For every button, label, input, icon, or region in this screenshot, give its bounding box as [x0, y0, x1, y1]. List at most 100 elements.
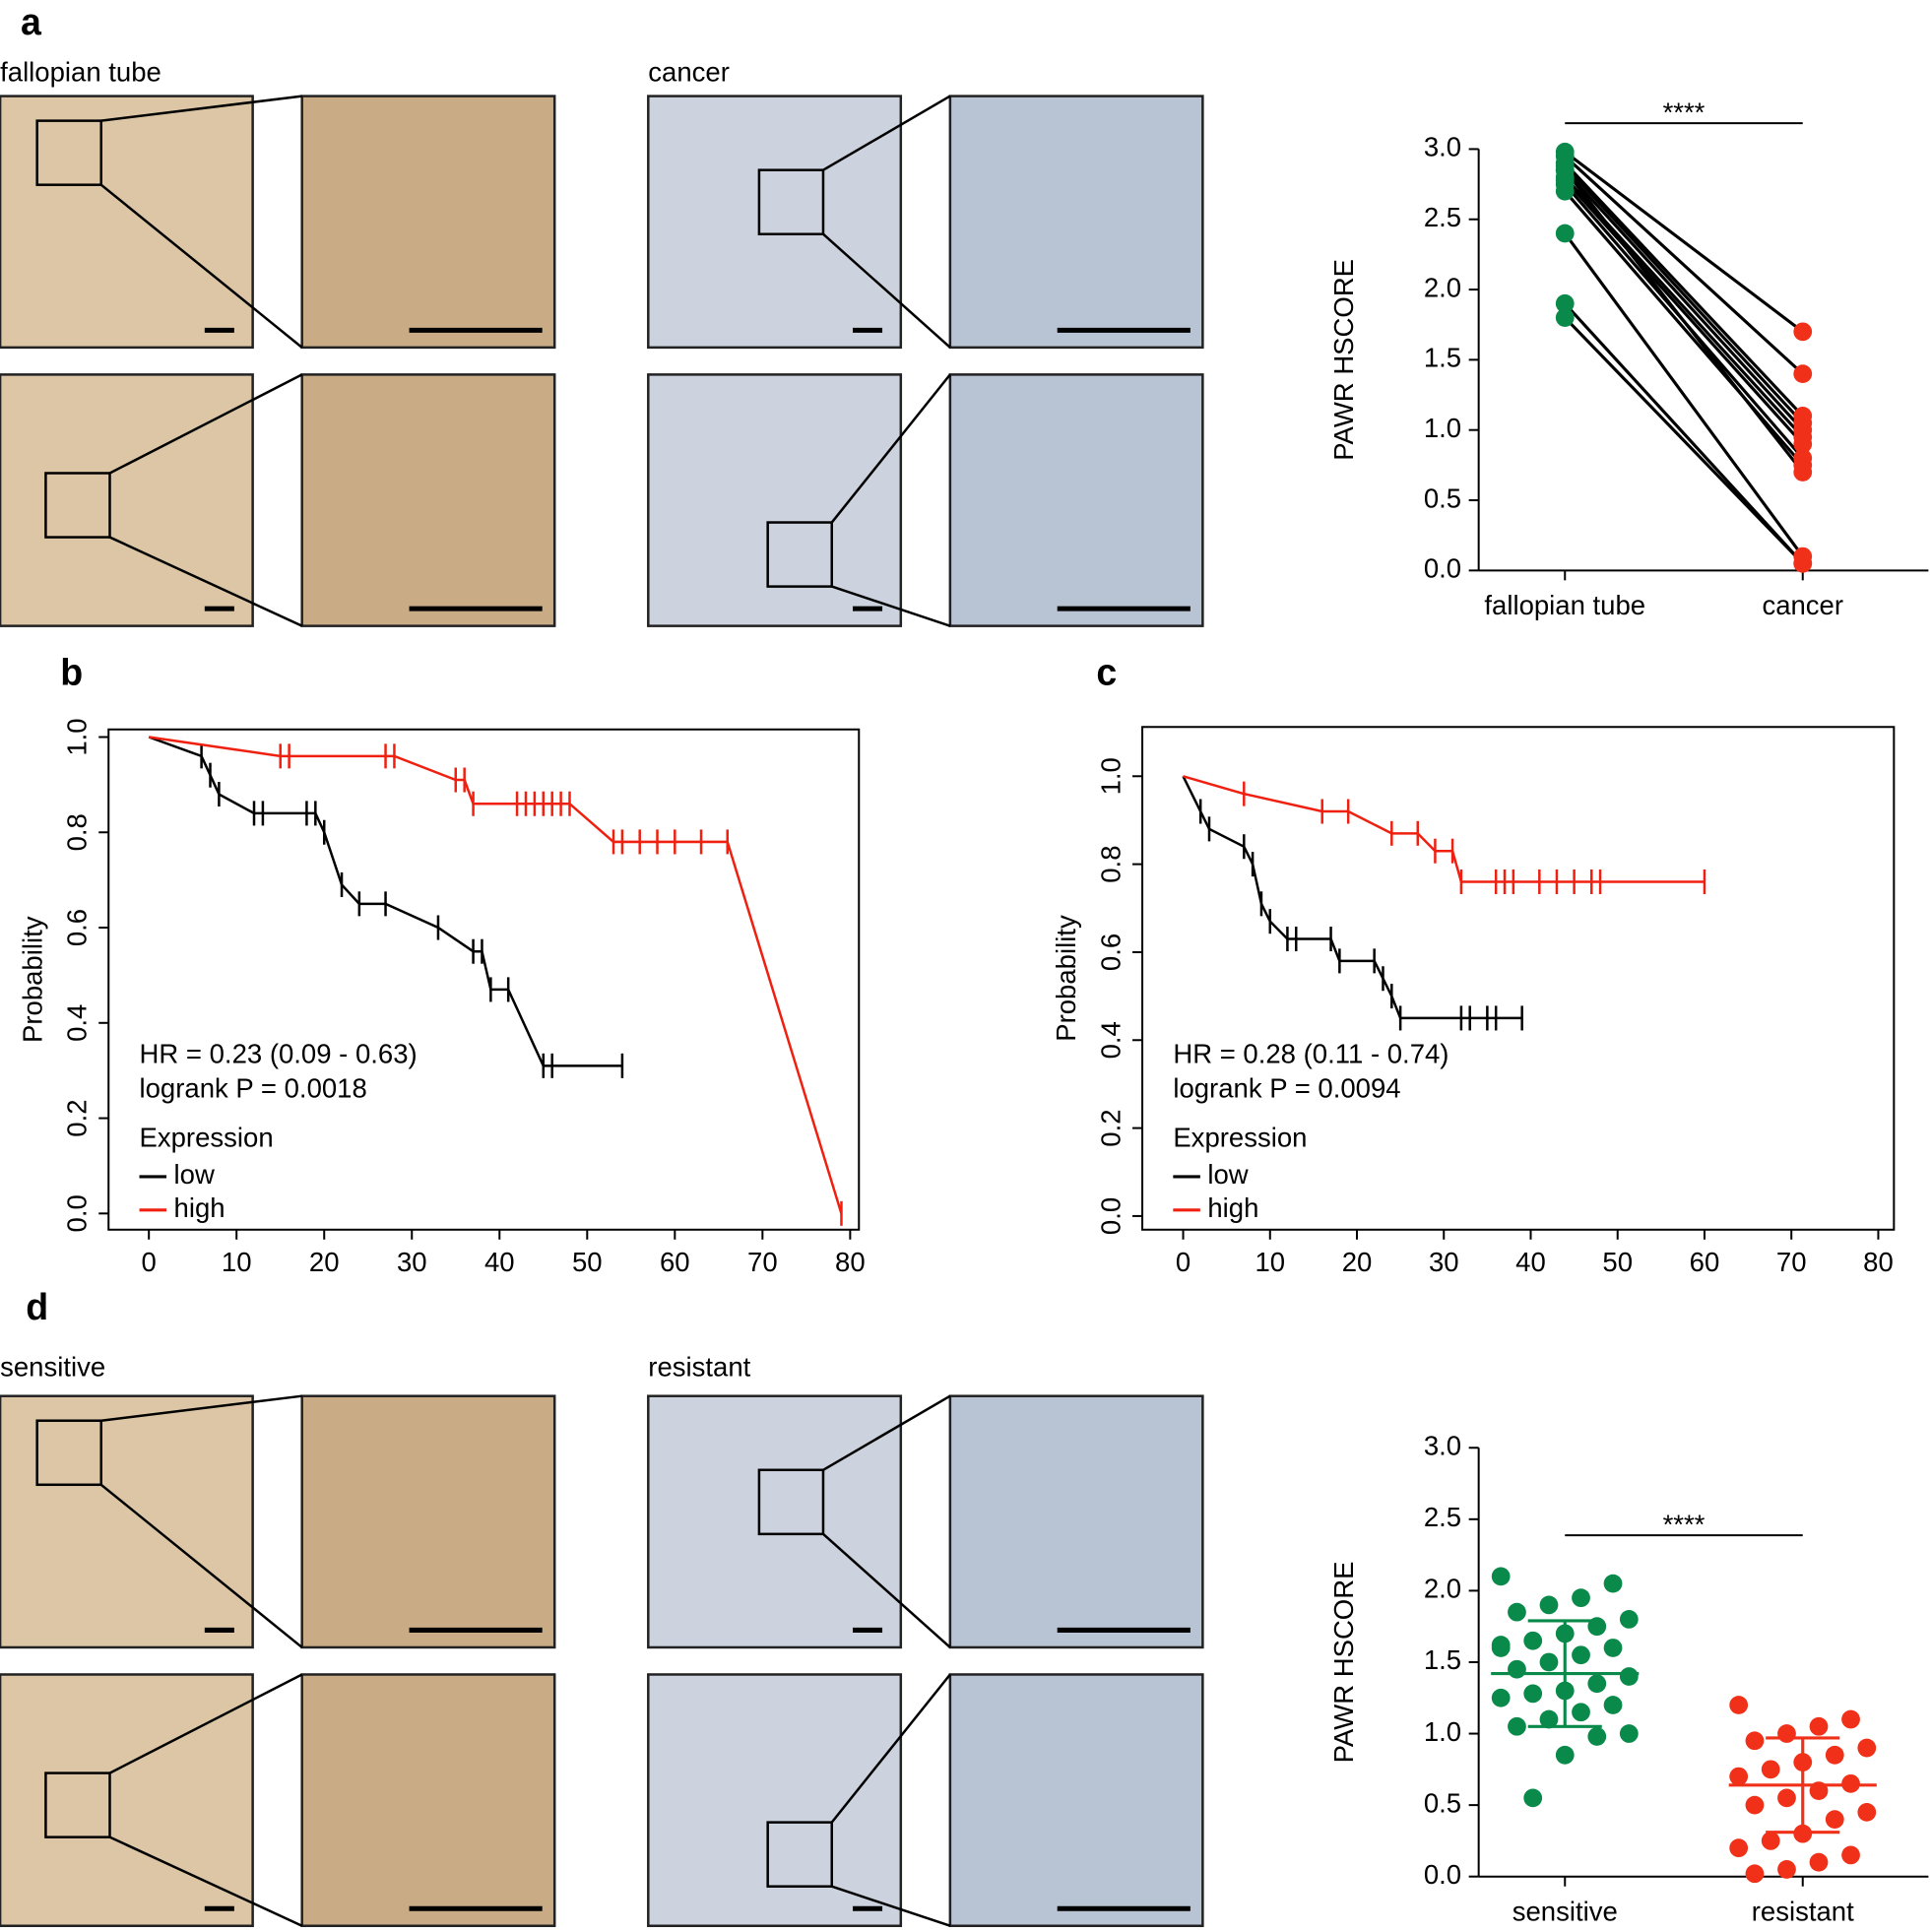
image-label: fallopian tube [0, 56, 161, 87]
micrograph-zoom [948, 1394, 1204, 1649]
y-tick-label: 2.5 [1424, 1502, 1461, 1532]
pair-line [1564, 151, 1804, 334]
y-tick-label: 0.0 [1424, 1859, 1461, 1890]
zoom-line [822, 232, 951, 349]
y-tick-label: 2.0 [1424, 272, 1461, 302]
point [1619, 1667, 1639, 1686]
point [1555, 1745, 1575, 1765]
point [1539, 1595, 1559, 1615]
inset-box [35, 119, 102, 186]
inset-box [35, 1419, 102, 1487]
survival-curve [1183, 775, 1705, 883]
legend-title: Expression [1173, 1123, 1307, 1153]
point [1825, 1745, 1844, 1765]
point [1793, 553, 1813, 573]
survival-curve [148, 736, 622, 1067]
point [1793, 434, 1813, 454]
y-tick-label: 0.0 [1095, 1197, 1126, 1235]
survival-curve [1182, 775, 1522, 1020]
inset-box [757, 168, 825, 235]
point [1857, 1802, 1877, 1822]
zoom-line [831, 1885, 951, 1927]
y-tick-label: 3.0 [1424, 132, 1461, 162]
legend-label: high [1207, 1192, 1258, 1223]
x-tick-label: sensitive [1513, 1896, 1618, 1926]
x-tick-label: 40 [484, 1247, 515, 1277]
point [1619, 1610, 1639, 1629]
point [1761, 1760, 1780, 1779]
annotation: logrank P = 0.0018 [140, 1073, 367, 1104]
legend-title: Expression [140, 1123, 274, 1153]
x-tick-label: cancer [1762, 590, 1843, 620]
point [1555, 293, 1575, 313]
panel-label: a [21, 1, 42, 42]
pair-line [1563, 232, 1805, 558]
micrograph [0, 95, 254, 350]
point [1523, 1631, 1543, 1650]
zoom-line [99, 1483, 303, 1648]
x-tick-label: 0 [142, 1247, 157, 1277]
y-tick-label: 0.2 [1095, 1109, 1126, 1146]
annotation: HR = 0.28 (0.11 - 0.74) [1173, 1039, 1448, 1069]
zoom-line [100, 95, 302, 122]
y-tick-label: 0.0 [1424, 553, 1461, 584]
y-tick-label: 3.0 [1424, 1431, 1461, 1461]
x-tick-label: 20 [309, 1247, 340, 1277]
point [1491, 1567, 1511, 1586]
y-tick-label: 2.0 [1424, 1574, 1461, 1604]
x-tick-label: 10 [222, 1247, 252, 1277]
point [1603, 1639, 1623, 1657]
point [1745, 1795, 1765, 1815]
y-tick-label: 0.0 [61, 1194, 92, 1232]
pair-line [1564, 302, 1804, 565]
pair-line [1564, 190, 1804, 467]
legend-label: low [174, 1159, 215, 1190]
point [1555, 224, 1575, 243]
point [1555, 161, 1575, 180]
point [1777, 1724, 1796, 1743]
pair-line [1564, 316, 1804, 565]
point [1491, 1688, 1511, 1707]
point [1555, 308, 1575, 327]
zoom-line [830, 1673, 951, 1824]
legend-label: low [1207, 1159, 1248, 1190]
micrograph [647, 1673, 903, 1927]
zoom-line [831, 585, 951, 627]
point [1523, 1788, 1543, 1808]
y-tick-label: 0.5 [1424, 1787, 1461, 1818]
micrograph [647, 1394, 903, 1649]
pair-line [1564, 155, 1804, 375]
y-axis-title: PAWR HSCORE [1328, 1562, 1359, 1764]
inset-box [44, 472, 111, 539]
x-tick-label: 30 [1429, 1247, 1459, 1277]
zoom-line [108, 373, 303, 475]
y-axis-title: PAWR HSCORE [1328, 259, 1359, 461]
x-tick-label: resistant [1752, 1896, 1854, 1926]
point [1729, 1767, 1749, 1786]
x-tick-label: 0 [1176, 1247, 1191, 1277]
x-tick-label: fallopian tube [1484, 590, 1645, 620]
point [1809, 1852, 1829, 1872]
panel-label: d [26, 1286, 48, 1327]
point [1793, 322, 1813, 342]
y-axis-title: Probability [17, 916, 47, 1043]
point [1777, 1860, 1796, 1879]
y-axis-title: Probability [1051, 915, 1081, 1042]
x-tick-label: 60 [1690, 1247, 1720, 1277]
point [1523, 1684, 1543, 1704]
annotation: logrank P = 0.0094 [1173, 1073, 1400, 1104]
x-tick-label: 60 [660, 1247, 690, 1277]
legend-label: high [174, 1192, 225, 1223]
micrograph [647, 373, 903, 627]
point [1857, 1738, 1877, 1758]
point [1587, 1727, 1607, 1746]
x-tick-label: 20 [1342, 1247, 1373, 1277]
y-tick-label: 0.6 [61, 909, 92, 946]
zoom-line [830, 373, 951, 524]
micrograph [647, 95, 903, 350]
point [1841, 1709, 1860, 1729]
micrograph [0, 1673, 254, 1927]
zoom-line [822, 1532, 951, 1648]
point [1745, 1731, 1765, 1751]
point [1539, 1652, 1559, 1672]
